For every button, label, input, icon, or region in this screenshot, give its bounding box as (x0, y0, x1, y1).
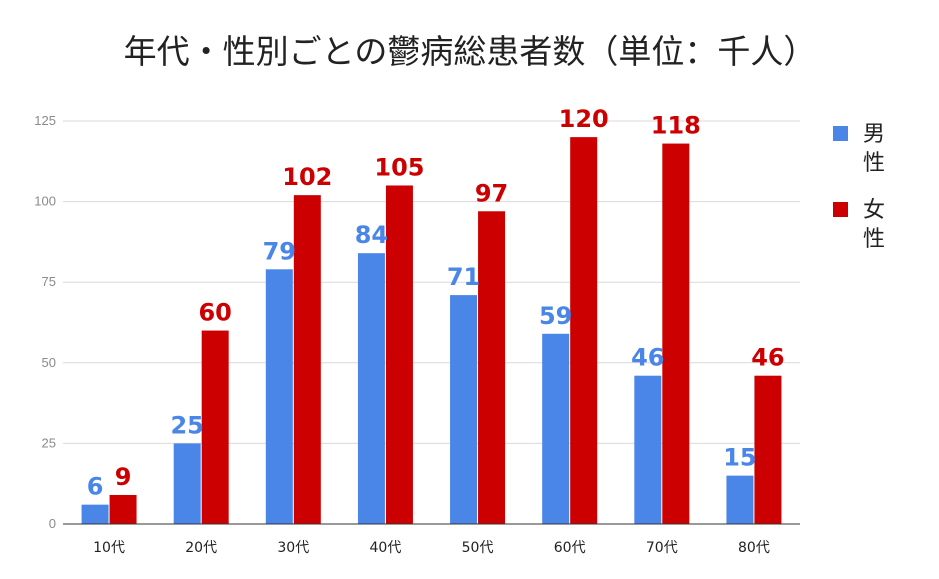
data-label: 46 (631, 344, 664, 372)
legend-swatch (833, 126, 848, 141)
y-tick-label: 75 (42, 274, 56, 289)
x-tick-label: 30代 (277, 540, 309, 556)
bar (450, 295, 478, 524)
y-tick-label: 125 (34, 113, 56, 128)
legend-label: 女性 (863, 198, 885, 252)
legend-label: 男性 (863, 122, 885, 176)
bar (385, 185, 413, 525)
y-axis-ticks: 0 25 50 75 100 125 (34, 113, 56, 531)
bar (81, 504, 109, 524)
data-label: 79 (263, 237, 296, 265)
data-label: 102 (282, 163, 332, 191)
data-label: 25 (170, 411, 203, 439)
data-label: 6 (87, 473, 104, 501)
data-label: 15 (723, 444, 756, 472)
legend-swatch (833, 202, 848, 217)
bar (357, 253, 385, 524)
bar (542, 333, 570, 524)
bar (754, 375, 782, 524)
y-tick-label: 100 (34, 194, 56, 209)
bar (662, 143, 690, 524)
data-label: 46 (751, 344, 784, 372)
data-label: 60 (198, 299, 231, 327)
data-label: 59 (539, 302, 572, 330)
bar (109, 494, 137, 524)
gridlines (63, 120, 800, 444)
x-tick-label: 40代 (370, 540, 402, 556)
data-label: 97 (475, 179, 508, 207)
bar (293, 195, 321, 525)
x-tick-label: 70代 (646, 540, 678, 556)
bar (265, 269, 293, 524)
bar (570, 137, 598, 524)
bar (634, 375, 662, 524)
y-tick-label: 25 (42, 435, 56, 450)
data-label: 120 (559, 105, 609, 133)
bar (478, 211, 506, 524)
x-tick-label: 10代 (93, 540, 125, 556)
data-label: 118 (651, 112, 701, 140)
x-tick-label: 20代 (185, 540, 217, 556)
data-label: 105 (374, 153, 424, 181)
x-axis-ticks: 10代 20代 30代 40代 50代 60代 70代 80代 (93, 540, 770, 556)
data-label: 71 (447, 263, 480, 291)
data-labels: 6 9 25 60 79 102 84 105 71 97 59 120 46 118 15 46 (87, 105, 785, 501)
data-label: 9 (115, 463, 132, 491)
x-tick-label: 60代 (554, 540, 586, 556)
chart-title: 年代・性別ごとの鬱病総患者数（単位：千人） (124, 32, 817, 71)
bar (201, 330, 229, 524)
bars (81, 137, 782, 525)
y-tick-label: 0 (49, 516, 56, 531)
bar (173, 443, 201, 524)
data-label: 84 (355, 221, 388, 249)
x-tick-label: 50代 (462, 540, 494, 556)
x-tick-label: 80代 (738, 540, 770, 556)
y-tick-label: 50 (42, 355, 56, 370)
bar (726, 475, 754, 524)
